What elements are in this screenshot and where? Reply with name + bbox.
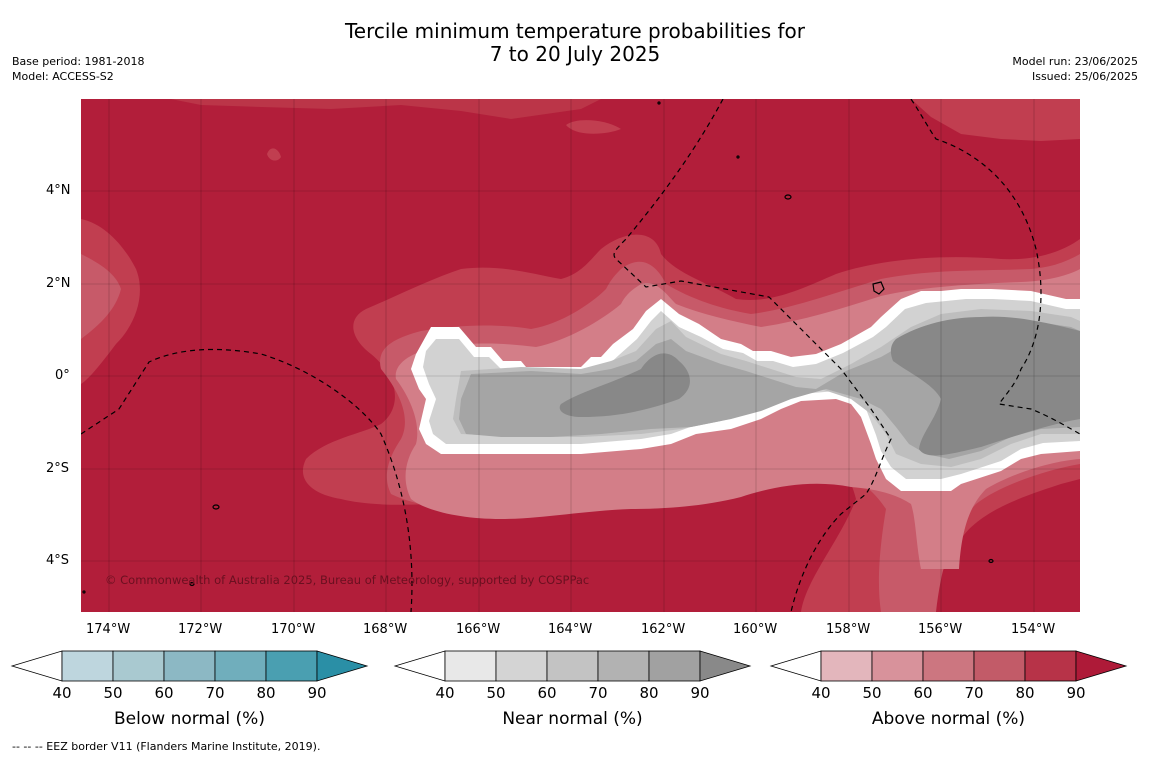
map-svg <box>81 99 1080 612</box>
near-normal-swatch-60 <box>546 650 599 682</box>
island-8 <box>82 590 86 594</box>
below-normal-high-arrow <box>316 650 369 682</box>
map-title-line2: 7 to 20 July 2025 <box>489 42 661 66</box>
below-normal-swatch-50 <box>112 650 165 682</box>
above-normal-80-patch-ne <box>911 99 1080 141</box>
lon-label-166w: 166°W <box>456 622 501 637</box>
below-tick-50: 50 <box>103 684 123 702</box>
lon-label-164w: 164°W <box>548 622 593 637</box>
above-tick-80: 80 <box>1015 684 1035 702</box>
below-normal-swatch-60 <box>163 650 216 682</box>
near-tick-80: 80 <box>639 684 659 702</box>
meta-left: Base period: 1981-2018 Model: ACCESS-S2 <box>12 54 144 84</box>
above-tick-70: 70 <box>964 684 984 702</box>
below-normal-swatch-70 <box>214 650 267 682</box>
above-normal-70-patch-w <box>81 254 121 339</box>
map-gridlines <box>81 99 1080 612</box>
above-tick-60: 60 <box>913 684 933 702</box>
above-normal-label: Above normal (%) <box>871 709 1026 729</box>
above-normal-swatch-70 <box>973 650 1026 682</box>
eez-border-west <box>81 348 413 612</box>
near-tick-90: 90 <box>690 684 710 702</box>
above-normal-low-arrow <box>769 650 822 682</box>
near-tick-50: 50 <box>486 684 506 702</box>
below-tick-40: 40 <box>52 684 72 702</box>
below-tick-70: 70 <box>205 684 225 702</box>
above-normal-swatch-80 <box>1024 650 1077 682</box>
above-normal-80-patch-small <box>566 120 621 134</box>
eez-border-east <box>910 99 1080 435</box>
island-1 <box>784 194 792 200</box>
below-normal-low-arrow <box>10 650 63 682</box>
island-7 <box>657 101 661 105</box>
near-normal-swatch-70 <box>597 650 650 682</box>
island-5 <box>988 558 994 564</box>
lon-label-158w: 158°W <box>826 622 871 637</box>
lat-label-4n: 4°N <box>46 183 71 198</box>
islands <box>82 101 994 594</box>
lon-label-162w: 162°W <box>641 622 686 637</box>
lon-label-154w: 154°W <box>1011 622 1056 637</box>
lon-label-170w: 170°W <box>271 622 316 637</box>
lat-label-2n: 2°N <box>46 276 71 291</box>
near-tick-60: 60 <box>537 684 557 702</box>
model-run: Model run: 23/06/2025 <box>1012 55 1138 68</box>
island-3 <box>212 504 220 510</box>
above-normal-swatch-60 <box>922 650 975 682</box>
copyright-notice: © Commonwealth of Australia 2025, Bureau… <box>105 573 590 587</box>
lon-label-160w: 160°W <box>733 622 778 637</box>
lat-label-0: 0° <box>55 368 70 383</box>
colorbar-near-normal <box>393 650 752 682</box>
island-2 <box>872 281 885 295</box>
below-tick-80: 80 <box>256 684 276 702</box>
lon-label-168w: 168°W <box>363 622 408 637</box>
below-tick-60: 60 <box>154 684 174 702</box>
lat-label-4s: 4°S <box>46 553 70 568</box>
lon-label-156w: 156°W <box>918 622 963 637</box>
near-tick-70: 70 <box>588 684 608 702</box>
near-normal-low-arrow <box>393 650 446 682</box>
issued-date: Issued: 25/06/2025 <box>1031 70 1138 83</box>
near-normal-swatch-40 <box>444 650 497 682</box>
near-normal-swatch-50 <box>495 650 548 682</box>
base-period: Base period: 1981-2018 <box>12 55 145 68</box>
above-normal-high-arrow <box>1075 650 1128 682</box>
below-normal-label: Below normal (%) <box>114 709 265 729</box>
near-normal-high-arrow <box>699 650 752 682</box>
above-tick-50: 50 <box>862 684 882 702</box>
above-normal-80-patch-n <box>171 99 601 119</box>
below-tick-90: 90 <box>307 684 327 702</box>
island-6 <box>736 155 740 159</box>
eez-borders <box>81 99 1080 612</box>
above-normal-swatch-40 <box>820 650 873 682</box>
colorbars-svg <box>10 650 1128 682</box>
above-tick-40: 40 <box>811 684 831 702</box>
below-normal-swatch-80 <box>265 650 318 682</box>
island-4 <box>189 581 195 587</box>
above-normal-80-dot <box>267 148 281 161</box>
eez-footnote: -- -- -- EEZ border V11 (Flanders Marine… <box>12 740 321 753</box>
above-normal-swatch-50 <box>871 650 924 682</box>
model-name: Model: ACCESS-S2 <box>12 70 114 83</box>
near-normal-swatch-80 <box>648 650 701 682</box>
near-normal-90-area-east <box>890 316 1080 456</box>
lon-label-174w: 174°W <box>86 622 131 637</box>
near-normal-label: Near normal (%) <box>502 709 643 729</box>
above-tick-90: 90 <box>1066 684 1086 702</box>
lat-label-2s: 2°S <box>46 461 70 476</box>
eez-border-central <box>613 99 892 612</box>
meta-right: Model run: 23/06/2025 Issued: 25/06/2025 <box>1012 54 1138 84</box>
near-tick-40: 40 <box>435 684 455 702</box>
colorbar-above-normal <box>769 650 1128 682</box>
probability-map: © Commonwealth of Australia 2025, Bureau… <box>81 99 1080 612</box>
lon-label-172w: 172°W <box>178 622 223 637</box>
below-normal-swatch-40 <box>61 650 114 682</box>
colorbar-below-normal <box>10 650 369 682</box>
map-title-line1: Tercile minimum temperature probabilitie… <box>344 19 806 43</box>
near-normal-90-area <box>559 353 690 417</box>
